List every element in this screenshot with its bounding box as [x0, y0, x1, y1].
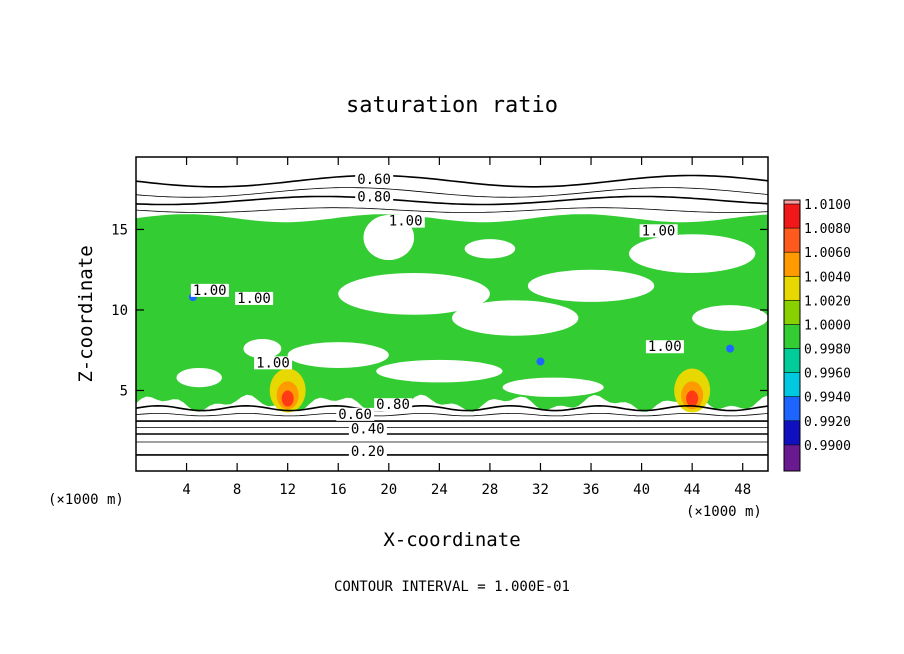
- contour-label: 0.80: [357, 189, 391, 205]
- y-tick-label: 15: [111, 222, 128, 238]
- contour-label: 0.60: [338, 407, 372, 423]
- x-tick-label: 28: [481, 482, 498, 498]
- subsaturated-spot: [536, 357, 545, 366]
- colorbar-label: 0.9900: [804, 439, 851, 454]
- contour-0.80-lower: [135, 404, 769, 412]
- colorbar-label: 1.0040: [804, 270, 851, 285]
- colorbar-label: 1.0000: [804, 318, 851, 333]
- x-tick-label: 12: [279, 482, 296, 498]
- contour-0.90-upper: [135, 207, 769, 214]
- colorbar-swatch: [784, 252, 800, 277]
- contour-label-bg: [386, 214, 425, 228]
- colorbar-label: 0.9960: [804, 367, 851, 382]
- contour-label: 0.20: [351, 444, 385, 460]
- x-tick-label: 44: [684, 482, 701, 498]
- contour-label-bg: [190, 283, 229, 297]
- dry-region: [243, 338, 282, 359]
- x-tick-label: 24: [431, 482, 448, 498]
- colorbar-swatch: [784, 228, 800, 253]
- x-tick-label: 36: [583, 482, 600, 498]
- x-tick-label: 20: [380, 482, 397, 498]
- contour-label: 1.00: [256, 355, 290, 371]
- contour-label-bg: [355, 172, 394, 186]
- dry-region: [338, 272, 490, 315]
- dry-region: [527, 269, 655, 302]
- x-unit-right: (×1000 m): [686, 504, 762, 520]
- colorbar-label: 0.9920: [804, 415, 851, 430]
- moisture-peak: [269, 368, 306, 413]
- colorbar-swatch: [784, 444, 800, 471]
- contour-label: 1.00: [642, 223, 676, 239]
- contour-label-bg: [645, 340, 684, 354]
- contour-0.70-lower: [135, 413, 769, 417]
- contour-label-bg: [355, 190, 394, 204]
- contour-label: 1.00: [389, 214, 423, 230]
- dry-region: [464, 239, 516, 259]
- contour-interval-note: CONTOUR INTERVAL = 1.000E-01: [334, 579, 570, 595]
- contour-label-bg: [374, 398, 413, 412]
- colorbar-label: 0.9940: [804, 391, 851, 406]
- y-tick-label: 10: [111, 303, 128, 319]
- y-axis-label: Z-coordinate: [75, 245, 97, 382]
- colorbar-swatch: [784, 200, 800, 204]
- colorbar-swatch: [784, 276, 800, 301]
- plot-frame: [135, 156, 769, 472]
- supersaturated-layer: [136, 214, 768, 412]
- colorbar-swatch: [784, 348, 800, 373]
- dry-region: [376, 359, 503, 383]
- contour-label: 0.80: [376, 397, 410, 413]
- colorbar-swatch: [784, 420, 800, 445]
- colorbar-swatch: [784, 300, 800, 325]
- contour-0.60-upper: [135, 174, 769, 188]
- x-tick-label: 4: [182, 482, 190, 498]
- contour-label: 1.00: [648, 339, 682, 355]
- contour-label-bg: [639, 224, 678, 238]
- colorbar-swatch: [784, 204, 800, 229]
- contour-label: 0.40: [351, 421, 385, 437]
- colorbar-label: 1.0060: [804, 246, 851, 261]
- contour-label-bg: [348, 444, 387, 458]
- x-tick-label: 40: [633, 482, 650, 498]
- colorbar-label: 1.0020: [804, 294, 851, 309]
- contour-label-bg: [235, 291, 274, 305]
- x-axis: 4 8 12 16 20 24 28 32 36 40 44 48: [182, 157, 751, 498]
- colorbar-swatch: [784, 372, 800, 397]
- colorbar-label: 1.0100: [804, 198, 851, 213]
- contour-lines: 0.600.801.001.001.001.001.001.000.800.60…: [135, 172, 769, 460]
- moisture-peak: [674, 368, 711, 413]
- dry-region: [176, 367, 222, 388]
- contour-0.70-upper: [135, 187, 769, 198]
- x-tick-label: 8: [233, 482, 241, 498]
- x-axis-label: X-coordinate: [383, 529, 520, 551]
- colorbar: 1.0100 1.0080 1.0060 1.0040 1.0020 1.0000 0.99…: [783, 198, 851, 472]
- colorbar-swatch: [784, 324, 800, 349]
- contour-label-bg: [336, 407, 375, 421]
- contour-label: 1.00: [237, 291, 271, 307]
- saturation-field: [136, 214, 768, 413]
- x-tick-label: 32: [532, 482, 549, 498]
- colorbar-swatch: [784, 396, 800, 421]
- contour-0.80-upper: [135, 195, 769, 206]
- colorbar-label: 1.0080: [804, 222, 851, 237]
- x-tick-label: 48: [734, 482, 751, 498]
- y-tick-label: 5: [120, 383, 128, 399]
- x-unit-left: (×1000 m): [48, 492, 124, 508]
- dry-region: [287, 342, 389, 368]
- subsaturated-spot: [726, 344, 735, 353]
- dry-region: [628, 234, 756, 273]
- contour-label: 0.60: [357, 172, 391, 188]
- colorbar-frame: [783, 199, 801, 472]
- contour-label: 1.00: [193, 283, 227, 299]
- y-axis: 5 10 15: [111, 222, 768, 399]
- contour-label-bg: [254, 356, 293, 370]
- x-tick-label: 16: [330, 482, 347, 498]
- colorbar-label: 0.9980: [804, 343, 851, 358]
- contour-label-bg: [348, 422, 387, 436]
- dry-region: [502, 377, 604, 397]
- dry-region: [692, 305, 768, 331]
- dry-region: [452, 300, 579, 336]
- chart-title: saturation ratio: [346, 93, 558, 118]
